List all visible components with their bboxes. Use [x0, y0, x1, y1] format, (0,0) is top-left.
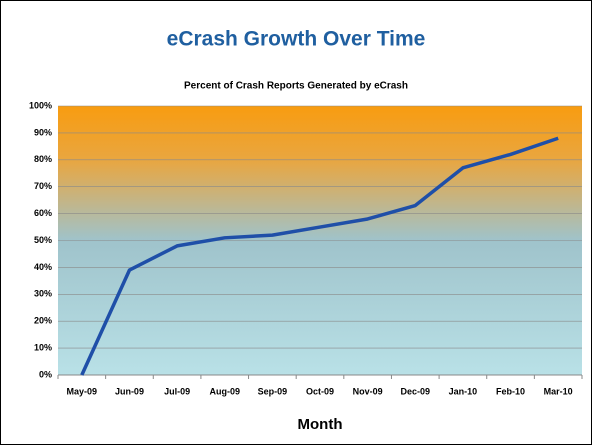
x-tick-label: Nov-09: [353, 386, 383, 396]
y-tick-label: 80%: [34, 154, 52, 164]
x-tick-label: Aug-09: [209, 386, 240, 396]
data-line: [80, 136, 559, 376]
y-tick-label: 70%: [34, 181, 52, 191]
y-tick-label: 20%: [34, 316, 52, 326]
x-axis-label: Month: [298, 416, 343, 433]
chart-title: eCrash Growth Over Time: [167, 28, 426, 51]
y-tick-label: 60%: [34, 208, 52, 218]
x-tick-label: Jan-10: [449, 386, 478, 396]
x-tick-label: Sep-09: [258, 386, 288, 396]
y-tick-label: 30%: [34, 289, 52, 299]
y-tick-label: 100%: [29, 100, 52, 110]
y-tick-label: 10%: [34, 342, 52, 352]
x-tick-label: Mar-10: [544, 386, 573, 396]
y-tick-label: 90%: [34, 127, 52, 137]
x-tick-label: Oct-09: [306, 386, 334, 396]
chart-subtitle: Percent of Crash Reports Generated by eC…: [184, 81, 408, 92]
y-tick-label: 50%: [34, 235, 52, 245]
x-tick-label: Jul-09: [164, 386, 190, 396]
y-tick-label: 0%: [39, 369, 52, 379]
y-tick-label: 40%: [34, 262, 52, 272]
x-tick-label: Dec-09: [401, 386, 431, 396]
x-tick-label: May-09: [67, 386, 98, 396]
x-tick-label: Jun-09: [115, 386, 144, 396]
x-tick-label: Feb-10: [496, 386, 525, 396]
